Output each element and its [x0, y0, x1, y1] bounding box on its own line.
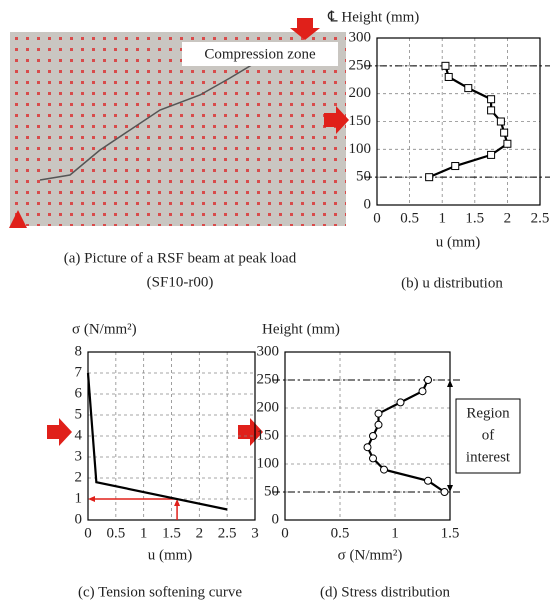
y-tick-label: 5: [75, 406, 83, 422]
arrow: [324, 106, 349, 134]
y-tick-label: 2: [75, 469, 83, 485]
x-tick-label: 0.5: [331, 525, 350, 541]
x-axis-label: u (mm): [148, 547, 193, 563]
plot-frame: [87, 351, 256, 521]
y-axis-label: ℄ Height (mm): [327, 9, 419, 25]
x-tick-label: 1: [391, 525, 399, 541]
y-axis-label: Height (mm): [262, 321, 340, 337]
y-tick-label: 8: [75, 343, 83, 359]
y-tick-label: 300: [349, 29, 372, 45]
x-tick-label: 2: [196, 525, 204, 541]
x-tick-label: 0.5: [106, 525, 125, 541]
plot-frame: [376, 37, 541, 206]
photo-label: Compression zone: [204, 46, 316, 62]
y-tick-label: 300: [257, 343, 280, 359]
x-tick-label: 0.5: [400, 210, 419, 226]
arrow-head: [447, 380, 453, 387]
y-tick-label: 200: [349, 85, 372, 101]
x-tick-label: 1.5: [441, 525, 460, 541]
photo: Compression zone: [9, 18, 346, 228]
marker: [496, 117, 505, 126]
data-line: [86, 372, 228, 511]
marker: [487, 150, 496, 159]
marker: [380, 465, 388, 474]
marker: [369, 432, 377, 440]
marker: [424, 476, 432, 485]
caption: (d) Stress distribution: [320, 584, 450, 600]
arrow-head: [174, 499, 181, 506]
label-box: [182, 42, 338, 66]
x-tick-label: 1: [438, 210, 446, 226]
y-tick-label: 6: [75, 385, 83, 401]
marker: [444, 72, 453, 81]
y-tick-label: 1: [75, 490, 83, 506]
caption: (a) Picture of a RSF beam at peak load: [64, 250, 297, 266]
marker: [369, 454, 377, 463]
marker: [451, 162, 460, 171]
x-tick-label: 3: [251, 525, 259, 541]
y-tick-label: 7: [75, 364, 83, 380]
marker: [500, 128, 509, 137]
y-tick-label: 4: [75, 427, 83, 443]
x-tick-label: 0: [373, 210, 381, 226]
marker: [418, 387, 427, 396]
arrow-head: [88, 496, 95, 502]
arrow: [238, 418, 263, 446]
marker: [363, 443, 372, 452]
marker: [374, 409, 383, 418]
x-axis-label: σ (N/mm²): [338, 547, 403, 563]
y-tick-label: 0: [364, 196, 372, 212]
caption: (b) u distribution: [401, 275, 503, 291]
x-tick-label: 2.5: [531, 210, 550, 226]
y-axis-label: σ (N/mm²): [72, 321, 137, 337]
x-tick-label: 0: [84, 525, 92, 541]
x-tick-label: 0: [281, 525, 289, 541]
y-tick-label: 250: [349, 57, 372, 73]
marker: [425, 173, 434, 182]
x-tick-label: 1: [140, 525, 148, 541]
y-tick-label: 100: [257, 455, 280, 471]
y-tick-label: 200: [257, 399, 280, 415]
marker: [440, 488, 449, 496]
arrow-head: [447, 485, 453, 492]
marker: [374, 420, 383, 429]
marker: [441, 61, 450, 70]
y-tick-label: 50: [356, 169, 371, 185]
marker: [503, 139, 512, 148]
region-label: Region: [466, 405, 510, 421]
support-marker: [9, 210, 27, 228]
x-tick-label: 1.5: [162, 525, 181, 541]
marker: [396, 398, 405, 407]
x-tick-label: 2.5: [218, 525, 237, 541]
x-tick-label: 2: [504, 210, 512, 226]
region-box: [455, 398, 521, 474]
region-label: of: [482, 427, 495, 443]
y-tick-label: 0: [272, 511, 280, 527]
marker: [424, 376, 432, 384]
caption: (SF10-r00): [147, 274, 214, 290]
y-tick-label: 0: [75, 511, 83, 527]
marker: [464, 84, 473, 93]
y-tick-label: 100: [349, 141, 372, 157]
y-tick-label: 250: [257, 371, 280, 387]
load-arrow: [290, 18, 320, 40]
y-tick-label: 150: [257, 427, 280, 443]
region-label: interest: [466, 449, 511, 465]
y-tick-label: 150: [349, 113, 372, 129]
y-tick-label: 50: [264, 483, 279, 499]
x-axis-label: u (mm): [436, 234, 481, 250]
y-tick-label: 3: [75, 448, 83, 464]
crack: [39, 59, 261, 181]
caption: (c) Tension softening curve: [78, 584, 242, 600]
marker: [487, 106, 496, 115]
arrow: [47, 418, 72, 446]
marker: [487, 95, 496, 104]
x-tick-label: 1.5: [465, 210, 484, 226]
